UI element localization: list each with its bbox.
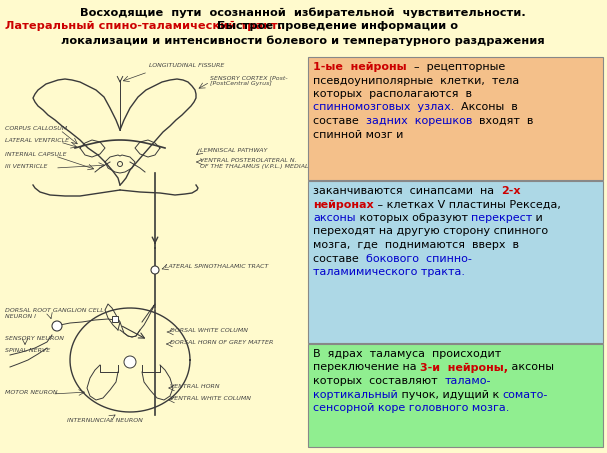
Text: кортикальный: кортикальный <box>313 390 398 400</box>
Text: и: и <box>532 213 543 223</box>
Circle shape <box>124 356 136 368</box>
Text: 1-ые  нейроны: 1-ые нейроны <box>313 62 407 72</box>
Text: составе: составе <box>313 116 366 126</box>
Text: –  рецепторные: – рецепторные <box>407 62 505 72</box>
Text: переключение на: переключение на <box>313 362 420 372</box>
Text: заканчиваются  синапсами  на: заканчиваются синапсами на <box>313 186 501 196</box>
Text: CORPUS CALLOSUM: CORPUS CALLOSUM <box>5 126 67 131</box>
Text: III VENTRICLE: III VENTRICLE <box>5 164 47 169</box>
Text: В  ядрах  таламуса  происходит: В ядрах таламуса происходит <box>313 349 501 359</box>
Text: которых  составляют: которых составляют <box>313 376 444 386</box>
Text: пучок, идущий к: пучок, идущий к <box>398 390 503 400</box>
Circle shape <box>151 266 159 274</box>
Text: SPINAL NERVE: SPINAL NERVE <box>5 348 50 353</box>
Text: таламимического тракта.: таламимического тракта. <box>313 267 465 277</box>
Text: аксоны: аксоны <box>313 213 356 223</box>
Text: Восходящие  пути  осознанной  избирательной  чувствительности.: Восходящие пути осознанной избирательной… <box>80 7 526 18</box>
Text: нейронах: нейронах <box>313 199 374 210</box>
Text: LONGITUDINAL FISSURE: LONGITUDINAL FISSURE <box>149 63 225 68</box>
Bar <box>308 57 603 180</box>
Text: LATERAL SPINOTHALAMIC TRACT: LATERAL SPINOTHALAMIC TRACT <box>165 264 268 269</box>
Text: SENSORY CORTEX [Post-
[PostCentral Gyrus]: SENSORY CORTEX [Post- [PostCentral Gyrus… <box>210 75 288 86</box>
Text: DORSAL ROOT GANGLION CELL
NEURON I: DORSAL ROOT GANGLION CELL NEURON I <box>5 308 104 319</box>
Text: сомато-: сомато- <box>503 390 548 400</box>
Text: VENTRAL WHITE COLUMN: VENTRAL WHITE COLUMN <box>170 396 251 401</box>
Text: MOTOR NEURON: MOTOR NEURON <box>5 390 58 395</box>
Text: составе: составе <box>313 254 366 264</box>
Text: мозга,  где  поднимаются  вверх  в: мозга, где поднимаются вверх в <box>313 240 519 250</box>
Text: VENTRAL HORN: VENTRAL HORN <box>170 384 220 389</box>
Text: INTERNUNCIAL NEURON: INTERNUNCIAL NEURON <box>67 418 143 423</box>
Text: задних  корешков: задних корешков <box>366 116 472 126</box>
Text: LEMNISCAL PATHWAY: LEMNISCAL PATHWAY <box>200 148 267 153</box>
Text: DORSAL HORN OF GREY MATTER: DORSAL HORN OF GREY MATTER <box>170 340 273 345</box>
Text: которых  располагаются  в: которых располагаются в <box>313 89 472 99</box>
Text: VENTRAL POSTEROLATERAL N.
OF THE THALAMUS (V.P.L.) MEDIAL: VENTRAL POSTEROLATERAL N. OF THE THALAMU… <box>200 158 308 169</box>
Text: Аксоны  в: Аксоны в <box>455 102 518 112</box>
Text: которых образуют: которых образуют <box>356 213 471 223</box>
Text: спинной мозг и: спинной мозг и <box>313 130 404 140</box>
Text: входят  в: входят в <box>472 116 534 126</box>
Text: SENSORY NEURON: SENSORY NEURON <box>5 336 64 341</box>
Text: INTERNAL CAPSULE: INTERNAL CAPSULE <box>5 152 67 157</box>
Bar <box>308 181 603 343</box>
Text: Быстрое проведение информации о: Быстрое проведение информации о <box>213 21 458 31</box>
Circle shape <box>52 321 62 331</box>
Text: переходят на другую сторону спинного: переходят на другую сторону спинного <box>313 226 548 236</box>
Text: DORSAL WHITE COLUMN: DORSAL WHITE COLUMN <box>170 328 248 333</box>
Text: бокового  спинно-: бокового спинно- <box>366 254 472 264</box>
Text: спинномозговых  узлах.: спинномозговых узлах. <box>313 102 455 112</box>
Text: сенсорной коре головного мозга.: сенсорной коре головного мозга. <box>313 403 509 413</box>
Text: – клетках V пластины Рекседа,: – клетках V пластины Рекседа, <box>374 199 560 209</box>
Text: аксоны: аксоны <box>508 362 554 372</box>
Text: локализации и интенсивности болевого и температурного раздражения: локализации и интенсивности болевого и т… <box>61 36 545 47</box>
Text: 2-х: 2-х <box>501 186 521 196</box>
Text: перекрест: перекрест <box>471 213 532 223</box>
Bar <box>308 344 603 447</box>
Text: 3-и  нейроны,: 3-и нейроны, <box>420 362 508 372</box>
Text: псевдоуниполярные  клетки,  тела: псевдоуниполярные клетки, тела <box>313 76 519 86</box>
Text: LATERAL VENTRICLE: LATERAL VENTRICLE <box>5 138 69 143</box>
Text: Латеральный спино-таламический тракт.: Латеральный спино-таламический тракт. <box>5 21 282 31</box>
Text: таламо-: таламо- <box>444 376 491 386</box>
Bar <box>112 316 118 322</box>
